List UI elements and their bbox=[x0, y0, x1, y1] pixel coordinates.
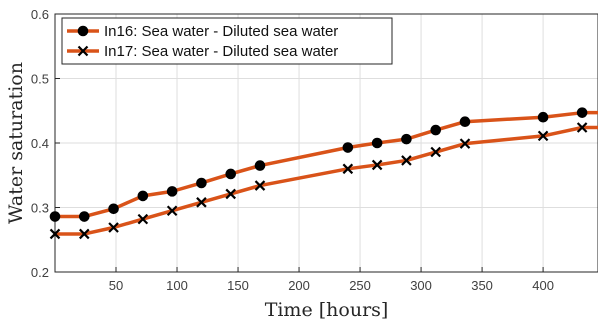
axis-ticks: 50 100 150 200 250 300 350 400 0.2 0.3 0.4 0.5 0.6 bbox=[31, 7, 554, 293]
x-tick-label: 50 bbox=[109, 278, 123, 293]
marker-stroke bbox=[401, 155, 412, 166]
data-point bbox=[137, 190, 149, 202]
data-point bbox=[79, 228, 90, 240]
marker-stroke bbox=[79, 228, 90, 240]
marker-stroke bbox=[371, 159, 383, 171]
data-point bbox=[78, 211, 90, 222]
data-point bbox=[196, 177, 207, 189]
data-point bbox=[166, 186, 178, 197]
data-point bbox=[371, 137, 383, 149]
legend-marker bbox=[77, 45, 89, 57]
data-point bbox=[342, 163, 354, 175]
legend-marker bbox=[77, 25, 89, 37]
series-line bbox=[55, 110, 598, 219]
marker-stroke bbox=[196, 197, 207, 208]
data-point bbox=[108, 222, 119, 233]
data-point bbox=[371, 159, 383, 171]
series-layer bbox=[49, 107, 598, 240]
data-point bbox=[166, 205, 178, 217]
marker-stroke bbox=[77, 45, 89, 57]
legend-box bbox=[61, 17, 393, 65]
data-point bbox=[401, 133, 412, 145]
marker-stroke bbox=[459, 138, 471, 149]
x-tick-label: 100 bbox=[166, 278, 188, 293]
x-tick-label: 200 bbox=[288, 278, 310, 293]
y-tick-label: 0.6 bbox=[31, 7, 49, 22]
marker-stroke bbox=[342, 163, 354, 175]
marker-stroke bbox=[137, 213, 149, 225]
data-point bbox=[459, 116, 471, 128]
marker-stroke bbox=[225, 188, 236, 200]
legend-item: In16: Sea water - Diluted sea water bbox=[67, 23, 338, 40]
data-point bbox=[430, 146, 441, 158]
data-point bbox=[576, 122, 588, 133]
legend-label: In16: Sea water - Diluted sea water bbox=[104, 23, 338, 40]
data-point bbox=[430, 124, 442, 136]
y-tick-label: 0.5 bbox=[31, 72, 49, 87]
data-point bbox=[196, 197, 207, 208]
y-tick-label: 0.4 bbox=[31, 136, 49, 151]
marker-stroke bbox=[49, 228, 61, 240]
data-point bbox=[342, 142, 354, 153]
marker-stroke bbox=[430, 146, 441, 158]
data-point bbox=[254, 160, 266, 171]
data-point bbox=[108, 203, 119, 215]
marker-stroke bbox=[254, 180, 266, 191]
legend-item: In17: Sea water - Diluted sea water bbox=[67, 43, 338, 60]
y-tick-label: 0.2 bbox=[31, 265, 49, 280]
data-point bbox=[49, 228, 61, 240]
x-tick-label: 250 bbox=[349, 278, 371, 293]
marker-stroke bbox=[537, 130, 549, 142]
data-point bbox=[225, 168, 237, 180]
series-line bbox=[55, 125, 598, 236]
y-axis-label: Water saturation bbox=[5, 62, 27, 224]
data-point bbox=[537, 111, 549, 123]
marker-stroke bbox=[108, 222, 119, 233]
marker-stroke bbox=[576, 122, 588, 133]
x-tick-label: 350 bbox=[471, 278, 493, 293]
data-point bbox=[537, 130, 549, 142]
x-tick-label: 150 bbox=[227, 278, 249, 293]
legend-label: In17: Sea water - Diluted sea water bbox=[104, 43, 338, 60]
data-point bbox=[459, 138, 471, 149]
data-point bbox=[401, 155, 412, 166]
series-2 bbox=[49, 122, 598, 240]
x-axis-label: Time [hours] bbox=[265, 299, 389, 321]
x-tick-label: 300 bbox=[410, 278, 432, 293]
series-1 bbox=[49, 107, 598, 222]
x-tick-label: 400 bbox=[532, 278, 554, 293]
data-point bbox=[254, 180, 266, 191]
legend: In16: Sea water - Diluted sea water In17:… bbox=[61, 17, 393, 65]
data-point bbox=[225, 188, 236, 200]
data-point bbox=[137, 213, 149, 225]
y-tick-label: 0.3 bbox=[31, 201, 49, 216]
data-point bbox=[49, 211, 61, 222]
data-point bbox=[576, 107, 588, 118]
marker-stroke bbox=[166, 205, 178, 217]
